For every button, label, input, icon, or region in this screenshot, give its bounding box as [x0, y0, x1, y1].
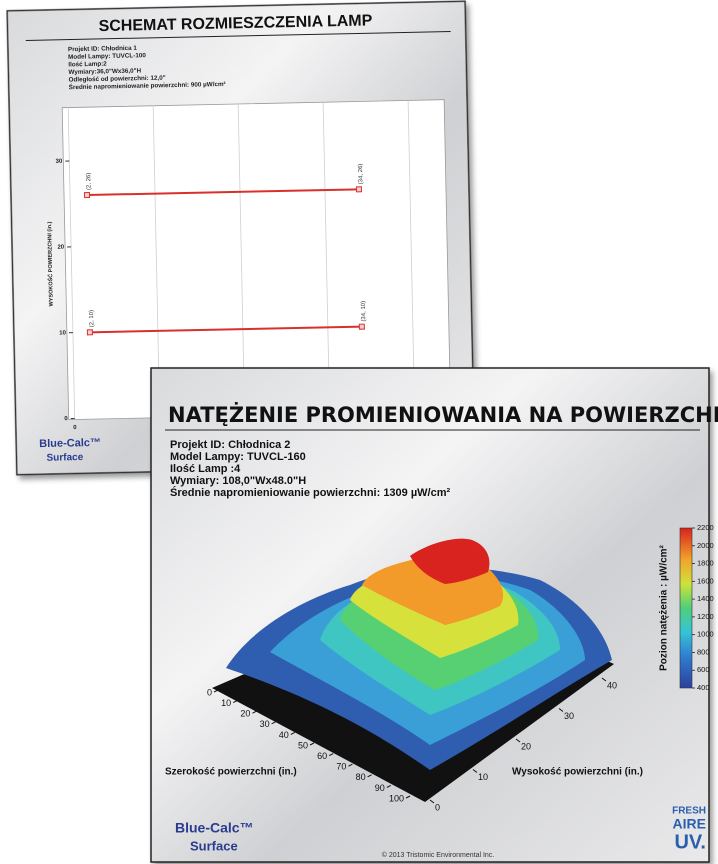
y-tick-label: 40 [607, 680, 617, 690]
colorbar-tick-label: 2000 [697, 541, 714, 550]
surface-level [410, 538, 490, 584]
info-line: Model Lampy: TUVCL-160 [170, 451, 306, 463]
surface-plot [212, 538, 614, 802]
x-tick-label: 60 [317, 751, 327, 761]
info-line: Ilość Lamp :4 [170, 463, 241, 475]
colorbar-tick-label: 1000 [697, 630, 714, 639]
colorbar-tick-label: 800 [697, 647, 710, 656]
copyright: © 2013 Tristomic Environmental Inc. [382, 851, 495, 859]
x-tick-label: 20 [240, 709, 250, 719]
y-tick-label: 20 [57, 245, 64, 251]
y-tick [472, 769, 478, 773]
x-tick-label: 0 [207, 687, 212, 697]
y-tick [429, 799, 435, 804]
y-tick-label: 10 [478, 772, 488, 782]
y-tick-label: 0 [64, 416, 68, 422]
grid-line [152, 105, 161, 417]
brand: Surface [190, 838, 238, 853]
y-tick-label: 30 [564, 711, 574, 721]
colorbar-tick-label: 600 [697, 665, 710, 674]
irradiance-report: NATĘŻENIE PROMIENIOWANIA NA POWIERZCHNIĘ… [150, 367, 718, 863]
x-tick [309, 742, 315, 746]
layout-report: SCHEMAT ROZMIESZCZENIA LAMP Blue-Calc™ S… [6, 0, 476, 476]
logo: FRESH [672, 806, 706, 817]
y-tick [558, 708, 564, 712]
x-tick [405, 795, 411, 799]
y-tick-label: 20 [521, 741, 531, 751]
lamp-point [358, 323, 365, 330]
logo: UV. [674, 831, 706, 853]
info-line: Odległość od powierzchni: 12,0" [69, 75, 166, 84]
lamp-line [87, 188, 359, 197]
colorbar-tick-label: 1200 [697, 612, 714, 621]
x-tick-label: 0 [73, 425, 77, 431]
y-tick-label: 30 [56, 159, 63, 165]
brand: Surface [46, 452, 83, 464]
colorbar [679, 527, 693, 689]
y-tick-label: 0 [435, 802, 440, 812]
x-tick-label: 50 [298, 740, 308, 750]
brand: Blue-Calc™ [175, 820, 254, 836]
lamp-point [86, 329, 93, 336]
x-tick [290, 731, 296, 735]
info-line: Projekt ID: Chłodnica 1 [68, 45, 138, 53]
x-tick [271, 721, 276, 725]
point-label: (34, 10) [361, 301, 367, 322]
x-tick-label: 90 [375, 783, 385, 793]
info-line: Projekt ID: Chłodnica 2 [170, 439, 290, 451]
x-tick [348, 763, 353, 767]
grid-line [322, 102, 331, 414]
y-tick-label: 10 [59, 330, 66, 336]
grid-line [237, 104, 246, 415]
logo: AIRE [673, 816, 706, 832]
y-axis-label: Wysokość powierzchni (in.) [512, 767, 643, 778]
x-tick-label: 30 [260, 719, 270, 729]
y-tick [601, 677, 607, 682]
colorbar-tick-label: 1800 [697, 559, 714, 568]
colorbar-label: Pozion natężenia : µW/cm² [659, 544, 670, 670]
title-rule [25, 31, 451, 41]
report-title: NATĘŻENIE PROMIENIOWANIA NA POWIERZCHNIĘ [168, 402, 718, 427]
info-line: Ilość Lamp:2 [68, 61, 107, 69]
x-tick-label: 10 [221, 698, 231, 708]
x-tick-label: 80 [356, 772, 366, 782]
x-tick [252, 710, 257, 714]
colorbar-tick-label: 1600 [697, 576, 714, 585]
report-title: SCHEMAT ROZMIESZCZENIA LAMP [98, 12, 372, 35]
point-label: (2, 26) [86, 173, 92, 190]
colorbar-tick-label: 2200 [697, 523, 714, 532]
x-tick [328, 753, 334, 757]
x-tick-label: 40 [279, 730, 289, 740]
x-tick-label: 70 [336, 762, 346, 772]
point-label: (2, 10) [89, 310, 95, 327]
info-line: Średnie napromieniowanie powierzchni: 13… [170, 486, 451, 499]
grid-line [67, 107, 76, 419]
x-tick [367, 774, 372, 778]
lamp-line [89, 325, 362, 334]
info-line: Wymiary: 108,0"Wx48.0"H [170, 475, 306, 487]
grid-line [407, 100, 416, 412]
brand: Blue-Calc™ [39, 437, 101, 450]
y-tick [515, 738, 521, 743]
info-line: Wymiary:36,0"Wx36,0"H [68, 67, 141, 76]
x-tick-label: 100 [389, 793, 404, 803]
lamp-point [83, 191, 91, 199]
colorbar-tick-label: 400 [697, 683, 710, 692]
colorbar-tick-label: 1400 [697, 594, 714, 603]
point-label: (34, 26) [358, 164, 364, 185]
x-tick [386, 784, 392, 788]
info-line: Model Lampy: TUVCL-100 [68, 52, 146, 61]
x-axis-label: Szerokość powierzchni (in.) [165, 767, 297, 778]
x-tick [232, 700, 238, 704]
lamp-point [355, 186, 363, 193]
x-tick [213, 689, 219, 693]
y-axis-label: WYSOKOŚĆ POWIERZCHNI (in.) [45, 221, 55, 306]
